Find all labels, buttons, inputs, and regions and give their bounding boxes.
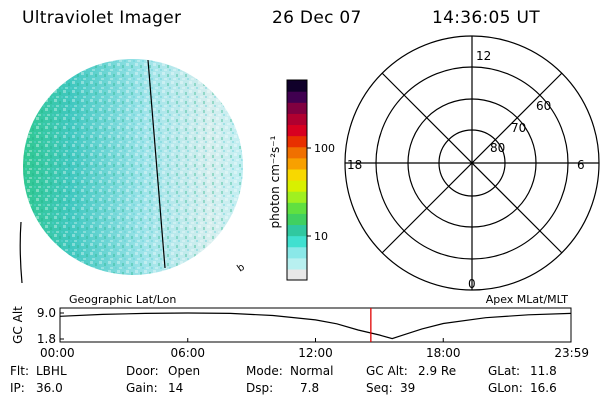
- gcalt-ytick-label: 1.8: [37, 332, 56, 346]
- mode-label: Mode:: [246, 364, 283, 378]
- mlat-label-80: 80: [490, 141, 505, 155]
- polar-plot: [344, 35, 600, 291]
- color-scale-segment: [287, 135, 307, 148]
- mlat-label-60: 60: [536, 99, 551, 113]
- gain-label: Gain:: [126, 381, 158, 395]
- color-scale-segment: [287, 213, 307, 226]
- mlt-label-6: 6: [577, 158, 585, 172]
- color-scale-segment: [287, 80, 307, 92]
- flt-label: Flt:: [10, 364, 29, 378]
- dsp-value: 7.8: [300, 381, 320, 395]
- corner-mark: b: [235, 262, 247, 275]
- seq-label: Seq:: [366, 381, 393, 395]
- color-scale-segment: [287, 246, 307, 259]
- mlt-label-12: 12: [476, 49, 491, 63]
- polar-diagonal-2: [381, 72, 563, 254]
- terminator-line: [147, 59, 166, 269]
- mode-value: Normal: [290, 364, 334, 378]
- limb-line: [19, 221, 23, 284]
- right-projection-label: Apex MLat/MLT: [486, 293, 569, 306]
- color-scale-segment: [287, 268, 307, 281]
- color-scale-segment: [287, 113, 307, 126]
- color-scale-segment: [287, 146, 307, 159]
- color-scale-segment: [287, 91, 307, 103]
- gcalt-xtick-label: 00:00: [40, 346, 75, 360]
- color-scale-segment: [287, 257, 307, 270]
- color-scale-border: [286, 79, 308, 281]
- uv-earth-image: [23, 59, 243, 275]
- left-projection-label: Geographic Lat/Lon: [69, 293, 176, 306]
- glon-label: GLon:: [488, 381, 523, 395]
- mlat-label-70: 70: [511, 121, 526, 135]
- door-value: Open: [168, 364, 201, 378]
- gcalt-ylabel: GC Alt: [11, 306, 25, 344]
- earth-disk-texture: [23, 59, 243, 275]
- color-scale-segment: [287, 191, 307, 203]
- ip-label: IP:: [10, 381, 25, 395]
- app-title: Ultraviolet Imager: [22, 8, 182, 28]
- color-scale-segment: [287, 235, 307, 248]
- gain-value: 14: [168, 381, 184, 395]
- color-scale-segment: [287, 102, 307, 114]
- color-tick-label-100: 100: [314, 142, 335, 155]
- mlt-label-18: 18: [347, 158, 362, 172]
- color-scale-bar: [287, 80, 307, 281]
- color-scale-segment: [287, 202, 307, 214]
- color-scale-segment: [287, 180, 307, 192]
- color-tick-label-10: 10: [314, 230, 328, 243]
- ip-value: 36.0: [36, 381, 63, 395]
- gcalt-value: 2.9 Re: [418, 364, 457, 378]
- glat-label: GLat:: [488, 364, 521, 378]
- color-unit-label: photon cm⁻²s⁻¹: [268, 135, 282, 228]
- gcalt-xtick-label: 23:59: [554, 346, 589, 360]
- gcalt-label: GC Alt:: [366, 364, 408, 378]
- glon-value: 16.6: [530, 381, 557, 395]
- color-scale-segment: [287, 168, 307, 181]
- gcalt-xtick-label: 12:00: [298, 346, 333, 360]
- glat-value: 11.8: [530, 364, 557, 378]
- color-scale-segment: [287, 157, 307, 170]
- gcalt-ytick-label: 9.0: [37, 306, 56, 320]
- door-label: Door:: [126, 364, 159, 378]
- gcalt-xtick-label: 06:00: [170, 346, 205, 360]
- seq-value: 39: [400, 381, 416, 395]
- flt-value: LBHL: [36, 364, 67, 378]
- gcalt-xtick-label: 18:00: [426, 346, 461, 360]
- dsp-label: Dsp:: [246, 381, 274, 395]
- gcalt-chart: 9.0 1.800:00 06:00 12:00 18:00 23:59: [37, 306, 589, 360]
- date-label: 26 Dec 07: [272, 8, 362, 28]
- color-scale-segment: [287, 124, 307, 137]
- time-label: 14:36:05 UT: [432, 8, 540, 28]
- gcalt-series-line: [59, 312, 572, 340]
- color-scale-segment: [287, 224, 307, 237]
- mlt-label-0: 0: [468, 277, 476, 291]
